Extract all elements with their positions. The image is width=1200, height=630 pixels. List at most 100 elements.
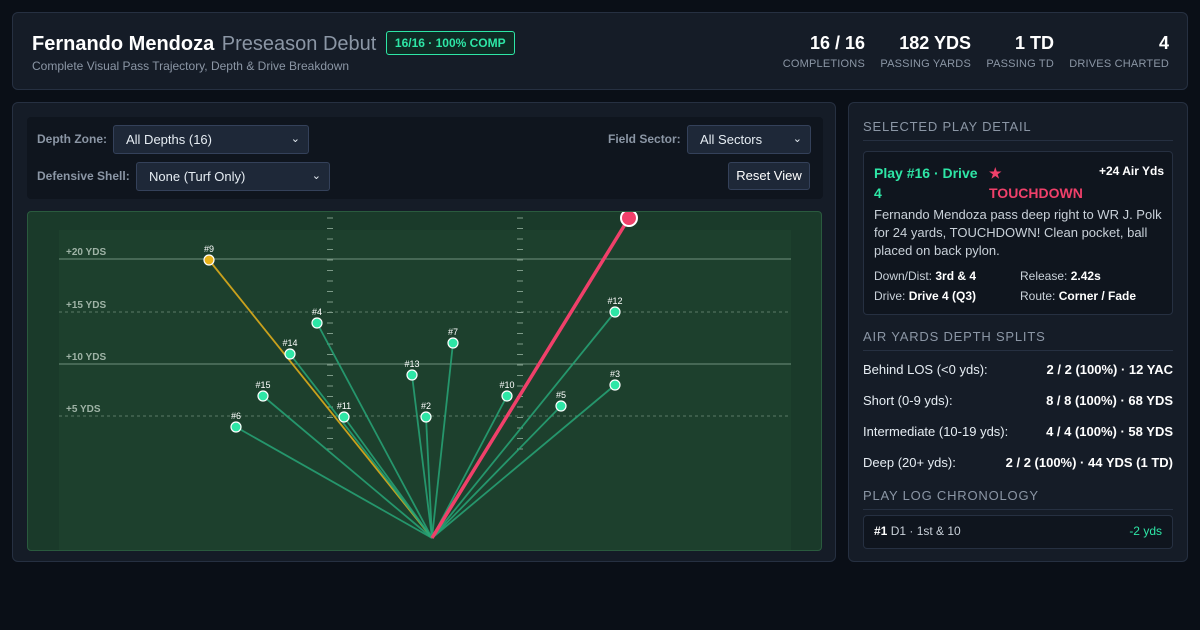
pass-trajectory (316, 322, 433, 539)
down-distance: Down/Dist: 3rd & 4 (874, 269, 977, 283)
catch-point (406, 369, 418, 381)
catch-point (338, 411, 350, 423)
pass-trajectory (425, 416, 433, 539)
pass-trajectory (431, 395, 508, 539)
defensive-shell-value: None (Turf Only) (149, 169, 246, 184)
stat-passing-td: 1 TD PASSING TD (986, 33, 1054, 70)
pass-trajectory-field: +30 YDS+25 YDS+20 YDS+15 YDS+10 YDS+5 YD… (27, 211, 822, 551)
field-chart: +30 YDS+25 YDS+20 YDS+15 YDS+10 YDS+5 YD… (59, 212, 791, 550)
stat-value: 1 TD (1014, 33, 1054, 53)
reset-view-button[interactable]: Reset View (728, 162, 810, 190)
player-name: Fernando Mendoza (32, 33, 215, 55)
catch-point (230, 421, 242, 433)
section-title-log: PLAY LOG CHRONOLOGY (863, 488, 1173, 510)
play-description: Fernando Mendoza pass deep right to WR J… (874, 207, 1162, 258)
stat-passing-yards: 182 YDS PASSING YARDS (880, 33, 971, 70)
catch-point (257, 390, 269, 402)
depth-zone-value: All Depths (16) (126, 132, 212, 147)
play-label: #13 (404, 359, 419, 369)
split-value: 8 / 8 (100%) · 68 YDS (1046, 393, 1173, 408)
pass-trajectory (289, 353, 433, 539)
touchdown-label: ★ TOUCHDOWN (989, 165, 1083, 201)
chevron-down-icon: ⌄ (792, 133, 802, 145)
pass-trajectory (431, 342, 454, 539)
catch-point (447, 337, 459, 349)
release-time: Release: 2.42s (1020, 269, 1101, 283)
catch-point (311, 317, 323, 329)
catch-point (620, 212, 638, 227)
pass-trajectory (431, 311, 616, 539)
play-drive-label: Play #16 · Drive 4 (874, 165, 978, 201)
play-label: #7 (448, 327, 458, 337)
yard-label: +10 YDS (66, 352, 106, 363)
catch-point (609, 306, 621, 318)
play-label: #11 (337, 401, 351, 411)
pass-trajectory (262, 395, 433, 539)
stat-label: DRIVES CHARTED (1069, 58, 1169, 70)
play-label: #6 (231, 411, 241, 421)
pass-trajectory (431, 405, 562, 539)
catch-point (420, 411, 432, 423)
field-sector-select[interactable]: All Sectors ⌄ (687, 125, 811, 154)
air-yards-label: +24 Air Yds (1099, 164, 1165, 178)
catch-point (609, 379, 621, 391)
stat-value: 4 (1158, 33, 1169, 53)
log-item-yards: -2 yds (1129, 524, 1162, 538)
split-label: Intermediate (10-19 yds): (863, 424, 1009, 439)
stat-value: 16 / 16 (809, 33, 865, 53)
field-sector-value: All Sectors (700, 132, 763, 147)
filter-bar: Depth Zone: All Depths (16) ⌄ Field Sect… (27, 117, 823, 199)
catch-point (284, 348, 296, 360)
split-row-behind-los: Behind LOS (<0 yds): 2 / 2 (100%) · 12 Y… (863, 362, 1173, 377)
chevron-down-icon: ⌄ (311, 170, 321, 182)
defensive-shell-select[interactable]: None (Turf Only) ⌄ (136, 162, 330, 191)
completion-badge: 16/16 · 100% COMP (385, 31, 515, 55)
section-title-selected: SELECTED PLAY DETAIL (863, 119, 1173, 141)
page-description: Complete Visual Pass Trajectory, Depth &… (32, 59, 350, 73)
play-label: #5 (556, 390, 566, 400)
pass-trajectory (235, 426, 433, 539)
stat-drives-charted: 4 DRIVES CHARTED (1069, 33, 1169, 70)
field-sector-label: Field Sector: (608, 132, 681, 146)
defensive-shell-label: Defensive Shell: (37, 169, 130, 183)
split-value: 4 / 4 (100%) · 58 YDS (1046, 424, 1173, 439)
field-turf (59, 230, 791, 550)
stat-label: PASSING YARDS (880, 58, 971, 70)
play-label: #15 (255, 380, 270, 390)
play-label: #2 (421, 401, 431, 411)
split-value: 2 / 2 (100%) · 44 YDS (1 TD) (1005, 455, 1173, 470)
pass-trajectory (430, 217, 631, 539)
yard-label: +20 YDS (66, 247, 106, 258)
stat-label: PASSING TD (986, 58, 1054, 70)
play-label: #9 (204, 244, 214, 254)
yard-label: +5 YDS (66, 404, 101, 415)
play-label: #14 (282, 338, 297, 348)
play-label: #4 (312, 307, 322, 317)
stat-completions: 16 / 16 COMPLETIONS (783, 33, 865, 70)
pass-trajectory (208, 259, 433, 539)
catch-point (555, 400, 567, 412)
split-row-deep: Deep (20+ yds): 2 / 2 (100%) · 44 YDS (1… (863, 455, 1173, 470)
route-info: Route: Corner / Fade (1020, 289, 1137, 303)
split-row-intermediate: Intermediate (10-19 yds): 4 / 4 (100%) ·… (863, 424, 1173, 439)
split-label: Behind LOS (<0 yds): (863, 362, 988, 377)
stat-value: 182 YDS (899, 33, 971, 53)
catch-point (203, 254, 215, 266)
split-label: Deep (20+ yds): (863, 455, 956, 470)
split-value: 2 / 2 (100%) · 12 YAC (1046, 362, 1173, 377)
stat-label: COMPLETIONS (782, 58, 865, 70)
selected-play-card: Play #16 · Drive 4 ★ TOUCHDOWN +24 Air Y… (863, 151, 1173, 315)
summary-header: Fernando Mendoza Preseason Debut 16/16 ·… (12, 12, 1188, 90)
catch-point (501, 390, 513, 402)
section-title-splits: AIR YARDS DEPTH SPLITS (863, 329, 1173, 351)
chevron-down-icon: ⌄ (290, 133, 300, 145)
yard-label: +15 YDS (66, 300, 106, 311)
trajectory-panel: Depth Zone: All Depths (16) ⌄ Field Sect… (12, 102, 836, 562)
pass-trajectory (431, 384, 616, 539)
page-subtitle: Preseason Debut (221, 33, 377, 55)
depth-zone-select[interactable]: All Depths (16) ⌄ (113, 125, 309, 154)
play-log-item[interactable]: #1 D1 · 1st & 10 -2 yds (863, 515, 1173, 549)
drive-info: Drive: Drive 4 (Q3) (874, 289, 977, 303)
split-label: Short (0-9 yds): (863, 393, 953, 408)
detail-panel: SELECTED PLAY DETAIL Play #16 · Drive 4 … (848, 102, 1188, 562)
